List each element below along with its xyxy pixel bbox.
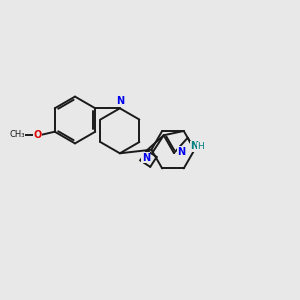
Text: N: N	[178, 147, 186, 157]
Text: CH₃: CH₃	[10, 130, 25, 139]
Text: N: N	[190, 141, 198, 152]
Text: N: N	[116, 96, 124, 106]
Text: H: H	[197, 142, 204, 151]
Text: N: N	[142, 153, 150, 163]
Text: O: O	[34, 130, 42, 140]
